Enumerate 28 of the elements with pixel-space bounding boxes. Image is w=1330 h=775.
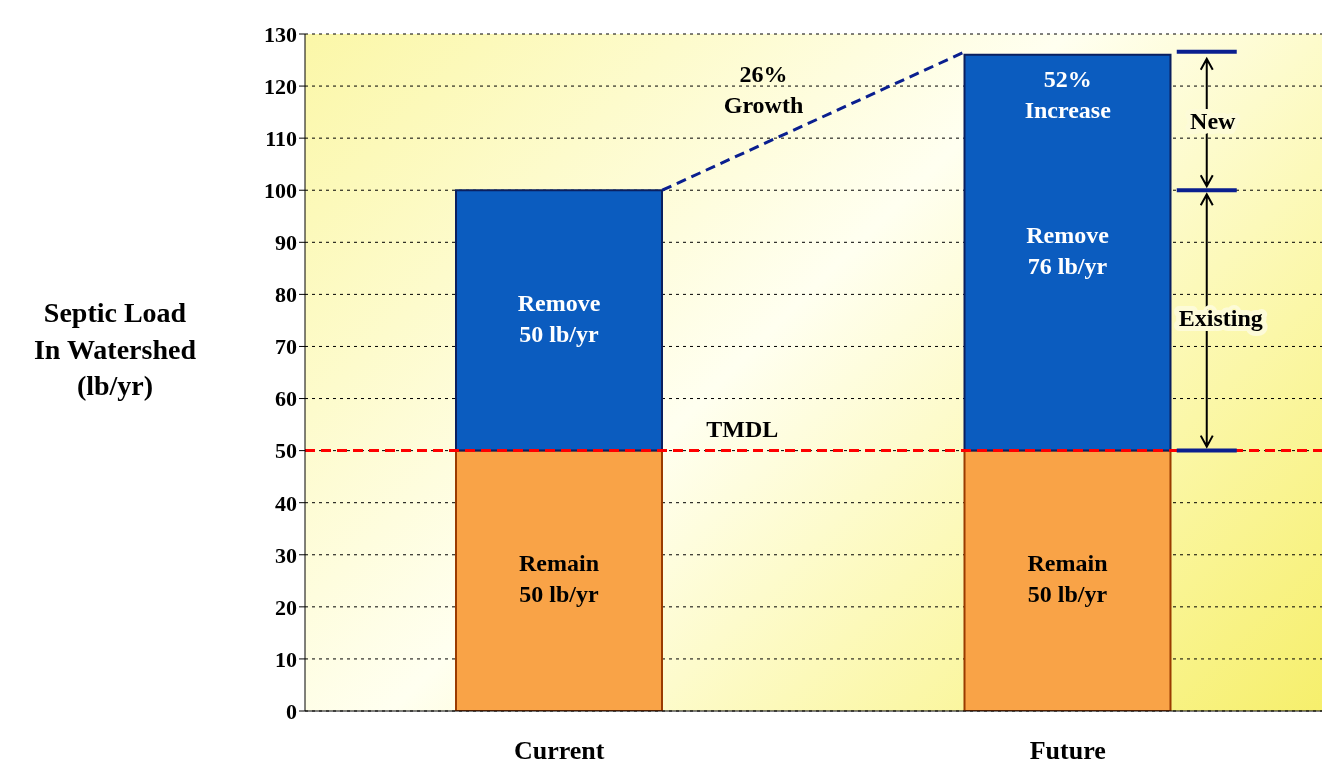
- ref-line-label: TMDL: [706, 415, 779, 442]
- y-tick-label: 30: [275, 542, 297, 568]
- y-tick-label: 90: [275, 230, 297, 256]
- x-tick-label: Current: [513, 736, 605, 765]
- y-tick-label: 110: [265, 125, 297, 151]
- y-tick-label: 100: [264, 178, 297, 204]
- data-label: Remove 76 lb/yr: [1026, 221, 1110, 279]
- y-tick-label: 130: [264, 21, 297, 47]
- annotation: 26% Growth: [723, 60, 804, 118]
- data-label: Remain 50 lb/yr: [519, 549, 600, 607]
- y-tick-label: 20: [275, 594, 297, 620]
- y-axis-title: Septic Load In Watershed (lb/yr): [33, 297, 197, 402]
- annotation: 52% Increase: [1024, 65, 1112, 123]
- data-label: Remain 50 lb/yr: [1027, 549, 1108, 607]
- y-tick-label: 80: [275, 282, 297, 308]
- data-label: Remove 50 lb/yr: [517, 289, 601, 347]
- x-tick-label: Future: [1029, 736, 1106, 765]
- y-tick-label: 50: [275, 438, 297, 464]
- y-tick-label: 120: [264, 73, 297, 99]
- bar: [963, 449, 1172, 711]
- bar: [455, 189, 663, 452]
- bar: [455, 449, 663, 711]
- y-tick-label: 60: [275, 386, 297, 412]
- y-tick-label: 40: [275, 490, 297, 516]
- y-tick-label: 10: [275, 646, 297, 672]
- y-tick-label: 70: [275, 334, 297, 360]
- y-tick-label: 0: [286, 698, 297, 724]
- bar: [963, 53, 1172, 452]
